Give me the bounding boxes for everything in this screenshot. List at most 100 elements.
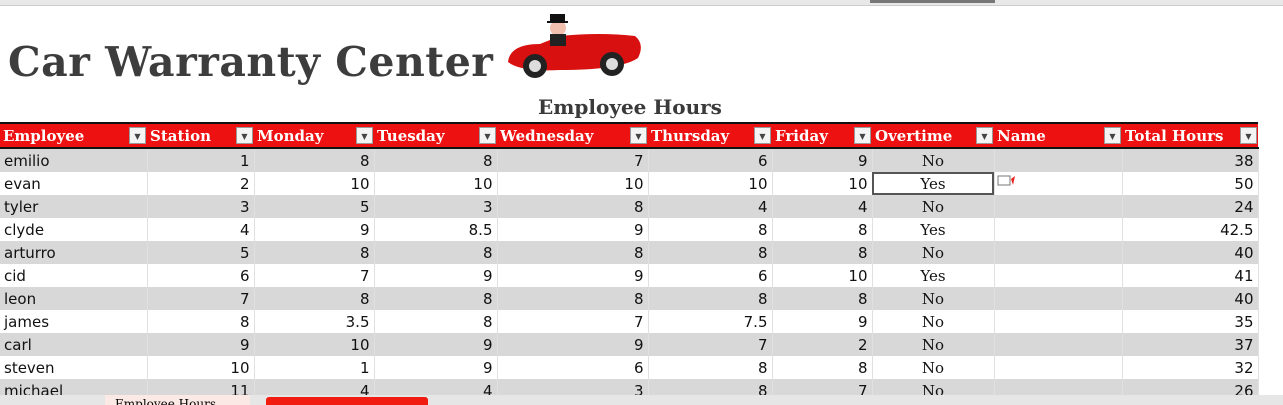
cell-tuesday[interactable]: 9 (374, 264, 498, 287)
cell-monday[interactable]: 8 (254, 287, 375, 310)
cell-friday[interactable]: 10 (772, 172, 873, 195)
cell-employee[interactable]: james (0, 310, 148, 333)
cell-tuesday[interactable]: 8 (374, 241, 498, 264)
cell-name[interactable] (994, 241, 1123, 264)
cell-wednesday[interactable]: 8 (497, 241, 649, 264)
cell-friday[interactable]: 9 (772, 310, 873, 333)
filter-dropdown-icon[interactable]: ▼ (236, 127, 253, 144)
cell-total-hours[interactable]: 38 (1122, 148, 1259, 172)
cell-overtime[interactable]: No (872, 241, 995, 264)
cell-monday[interactable]: 7 (254, 264, 375, 287)
cell-overtime[interactable]: No (872, 356, 995, 379)
cell-name[interactable] (994, 172, 1123, 195)
cell-overtime[interactable]: No (872, 310, 995, 333)
cell-station[interactable]: 2 (147, 172, 255, 195)
cell-employee[interactable]: evan (0, 172, 148, 195)
cell-friday[interactable]: 8 (772, 356, 873, 379)
cell-friday[interactable]: 10 (772, 264, 873, 287)
cell-thursday[interactable]: 8 (648, 241, 773, 264)
cell-wednesday[interactable]: 7 (497, 310, 649, 333)
cell-employee[interactable]: arturro (0, 241, 148, 264)
cell-station[interactable]: 7 (147, 287, 255, 310)
cell-station[interactable]: 8 (147, 310, 255, 333)
filter-dropdown-icon[interactable]: ▼ (1104, 127, 1121, 144)
cell-name[interactable] (994, 264, 1123, 287)
cell-wednesday[interactable]: 9 (497, 264, 649, 287)
cell-name[interactable] (994, 218, 1123, 241)
paste-options-icon[interactable] (997, 173, 1019, 189)
cell-monday[interactable]: 3.5 (254, 310, 375, 333)
cell-thursday[interactable]: 8 (648, 287, 773, 310)
cell-station[interactable]: 6 (147, 264, 255, 287)
cell-name[interactable] (994, 356, 1123, 379)
cell-employee[interactable]: tyler (0, 195, 148, 218)
cell-tuesday[interactable]: 9 (374, 333, 498, 356)
cell-total-hours[interactable]: 40 (1122, 287, 1259, 310)
cell-friday[interactable]: 2 (772, 333, 873, 356)
cell-wednesday[interactable]: 7 (497, 148, 649, 172)
cell-friday[interactable]: 8 (772, 287, 873, 310)
cell-total-hours[interactable]: 42.5 (1122, 218, 1259, 241)
cell-overtime[interactable]: No (872, 148, 995, 172)
cell-name[interactable] (994, 310, 1123, 333)
cell-wednesday[interactable]: 9 (497, 333, 649, 356)
cell-employee[interactable]: carl (0, 333, 148, 356)
cell-name[interactable] (994, 195, 1123, 218)
cell-wednesday[interactable]: 10 (497, 172, 649, 195)
cell-employee[interactable]: cid (0, 264, 148, 287)
cell-employee[interactable]: leon (0, 287, 148, 310)
filter-dropdown-icon[interactable]: ▼ (356, 127, 373, 144)
cell-monday[interactable]: 5 (254, 195, 375, 218)
cell-tuesday[interactable]: 3 (374, 195, 498, 218)
cell-monday[interactable]: 10 (254, 172, 375, 195)
cell-thursday[interactable]: 7.5 (648, 310, 773, 333)
cell-tuesday[interactable]: 8.5 (374, 218, 498, 241)
cell-monday[interactable]: 8 (254, 241, 375, 264)
filter-dropdown-icon[interactable]: ▼ (1240, 127, 1257, 144)
cell-total-hours[interactable]: 35 (1122, 310, 1259, 333)
cell-friday[interactable]: 9 (772, 148, 873, 172)
filter-dropdown-icon[interactable]: ▼ (854, 127, 871, 144)
cell-tuesday[interactable]: 10 (374, 172, 498, 195)
cell-thursday[interactable]: 4 (648, 195, 773, 218)
cell-thursday[interactable]: 7 (648, 333, 773, 356)
cell-tuesday[interactable]: 9 (374, 356, 498, 379)
cell-friday[interactable]: 8 (772, 218, 873, 241)
cell-employee[interactable]: steven (0, 356, 148, 379)
cell-total-hours[interactable]: 24 (1122, 195, 1259, 218)
cell-employee[interactable]: emilio (0, 148, 148, 172)
cell-name[interactable] (994, 333, 1123, 356)
cell-overtime[interactable]: No (872, 195, 995, 218)
cell-station[interactable]: 4 (147, 218, 255, 241)
cell-station[interactable]: 9 (147, 333, 255, 356)
cell-tuesday[interactable]: 8 (374, 287, 498, 310)
cell-wednesday[interactable]: 8 (497, 195, 649, 218)
cell-friday[interactable]: 8 (772, 241, 873, 264)
cell-total-hours[interactable]: 40 (1122, 241, 1259, 264)
cell-wednesday[interactable]: 8 (497, 287, 649, 310)
cell-tuesday[interactable]: 8 (374, 148, 498, 172)
cell-total-hours[interactable]: 50 (1122, 172, 1259, 195)
cell-thursday[interactable]: 8 (648, 218, 773, 241)
cell-station[interactable]: 3 (147, 195, 255, 218)
cell-name[interactable] (994, 287, 1123, 310)
sheet-tab-employee-hours[interactable]: Employee Hours (105, 395, 250, 405)
sheet-tab-red[interactable] (266, 397, 428, 405)
cell-overtime[interactable]: Yes (872, 172, 995, 195)
filter-dropdown-icon[interactable]: ▼ (976, 127, 993, 144)
filter-dropdown-icon[interactable]: ▼ (630, 127, 647, 144)
cell-thursday[interactable]: 6 (648, 148, 773, 172)
cell-total-hours[interactable]: 32 (1122, 356, 1259, 379)
cell-overtime[interactable]: No (872, 287, 995, 310)
filter-dropdown-icon[interactable]: ▼ (129, 127, 146, 144)
cell-monday[interactable]: 8 (254, 148, 375, 172)
cell-station[interactable]: 5 (147, 241, 255, 264)
cell-overtime[interactable]: No (872, 333, 995, 356)
filter-dropdown-icon[interactable]: ▼ (479, 127, 496, 144)
cell-monday[interactable]: 9 (254, 218, 375, 241)
cell-employee[interactable]: clyde (0, 218, 148, 241)
cell-name[interactable] (994, 148, 1123, 172)
filter-dropdown-icon[interactable]: ▼ (754, 127, 771, 144)
cell-overtime[interactable]: Yes (872, 218, 995, 241)
cell-thursday[interactable]: 10 (648, 172, 773, 195)
